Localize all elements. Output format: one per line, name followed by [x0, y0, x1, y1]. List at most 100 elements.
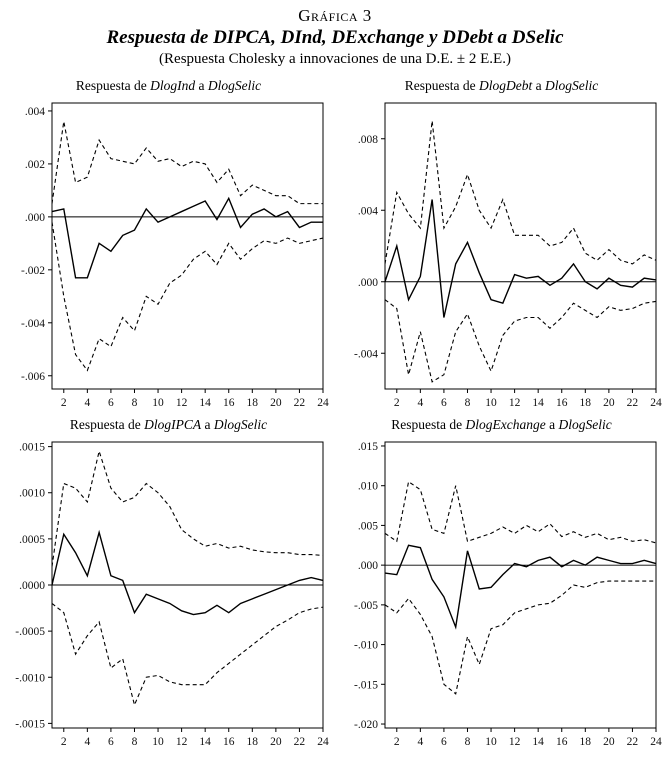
chart-title-prefix: Respuesta de [404, 78, 479, 93]
x-tick-label: 20 [603, 736, 615, 748]
y-tick-label: .0005 [19, 534, 45, 546]
x-tick-label: 10 [485, 397, 497, 409]
figure-header: Gráfica 3 Respuesta de DIPCA, DInd, DExc… [0, 0, 670, 68]
y-tick-label: -.0010 [15, 672, 45, 684]
x-tick-label: 2 [61, 397, 67, 409]
y-tick-label: .004 [25, 106, 45, 118]
upper-band-line [51, 121, 323, 205]
chart-title-var1: DlogExchange [465, 417, 546, 432]
chart-panel-dlogipca: Respuesta de DlogIPCA a DlogSelic .0015.… [6, 417, 331, 752]
x-tick-label: 16 [223, 397, 235, 409]
chart-title-mid: a [195, 78, 208, 93]
chart-title-prefix: Respuesta de [75, 78, 151, 93]
chart-title-var2: DlogSelic [207, 78, 262, 93]
x-tick-label: 6 [108, 397, 114, 409]
x-tick-label: 14 [532, 736, 544, 748]
y-tick-label: .010 [358, 481, 378, 493]
lower-band-line [51, 603, 324, 707]
chart-title-var2: DlogSelic [558, 417, 612, 432]
y-tick-label: -.015 [354, 679, 378, 691]
x-tick-label: 2 [394, 397, 400, 409]
upper-band-line [384, 120, 657, 265]
x-tick-label: 12 [176, 736, 188, 748]
x-tick-label: 14 [199, 397, 211, 409]
x-tick-label: 4 [84, 736, 90, 748]
x-tick-label: 14 [532, 397, 544, 409]
y-tick-label: -.010 [354, 640, 378, 652]
x-tick-label: 4 [417, 397, 423, 409]
x-tick-label: 20 [603, 397, 615, 409]
figure-subtitle: (Respuesta Cholesky a innovaciones de un… [159, 51, 511, 67]
lower-band-line [51, 222, 324, 372]
x-tick-label: 6 [441, 736, 447, 748]
x-tick-label: 4 [84, 397, 90, 409]
y-tick-label: .0010 [19, 488, 45, 500]
plot-border [384, 441, 657, 729]
charts-grid: Respuesta de DlogInd a DlogSelic .004 .00… [0, 68, 670, 752]
x-tick-label: 22 [294, 397, 306, 409]
x-tick-label: 10 [152, 736, 164, 748]
chart-title-mid: a [532, 78, 545, 93]
x-tick-label: 16 [223, 736, 235, 748]
chart-title-prefix: Respuesta de [69, 417, 145, 432]
x-tick-label: 22 [294, 736, 306, 748]
y-tick-label: -.020 [354, 719, 378, 731]
x-tick-label: 24 [317, 397, 329, 409]
x-tick-label: 22 [627, 736, 639, 748]
chart-title: Respuesta de DlogIPCA a DlogSelic [70, 417, 267, 433]
x-tick-label: 12 [509, 736, 521, 748]
lower-band-line [384, 299, 657, 383]
x-tick-label: 18 [580, 397, 592, 409]
chart-title: Respuesta de DlogDebt a DlogSelic [405, 78, 598, 94]
x-tick-label: 24 [650, 397, 662, 409]
y-tick-label: .002 [25, 159, 45, 171]
x-tick-label: 6 [441, 397, 447, 409]
y-tick-label: -.006 [21, 371, 45, 383]
x-tick-label: 10 [485, 736, 497, 748]
chart-title-var2: DlogSelic [544, 78, 599, 93]
chart-title-mid: a [545, 417, 559, 432]
chart-title-var1: DlogInd [150, 78, 196, 93]
x-tick-label: 18 [247, 397, 259, 409]
chart-panel-dlogind: Respuesta de DlogInd a DlogSelic .004 .00… [6, 78, 331, 413]
x-tick-label: 14 [199, 736, 211, 748]
y-tick-label: -.0015 [15, 718, 45, 730]
x-tick-label: 12 [509, 397, 521, 409]
x-tick-label: 2 [61, 736, 67, 748]
x-tick-label: 22 [627, 397, 639, 409]
x-tick-label: 12 [176, 397, 188, 409]
response-line [384, 199, 657, 318]
x-tick-label: 4 [417, 736, 423, 748]
y-tick-label: -.004 [354, 348, 378, 360]
y-tick-label: .008 [358, 134, 378, 146]
y-tick-label: -.005 [354, 600, 378, 612]
x-tick-label: 24 [650, 736, 662, 748]
y-tick-label: .015 [358, 441, 378, 453]
chart-title-var1: DlogDebt [478, 78, 533, 93]
x-tick-label: 16 [556, 397, 568, 409]
x-tick-label: 2 [394, 736, 400, 748]
response-line [51, 196, 323, 279]
chart-panel-dlogdebt: Respuesta de DlogDebt a DlogSelic .008 .0… [339, 78, 664, 413]
x-tick-label: 6 [108, 736, 114, 748]
plot-border [384, 102, 657, 390]
chart-title-var2: DlogSelic [213, 417, 268, 432]
x-tick-label: 18 [580, 736, 592, 748]
x-tick-label: 20 [270, 736, 282, 748]
x-tick-label: 8 [465, 397, 471, 409]
y-tick-label: .005 [358, 520, 378, 532]
y-tick-label: -.004 [21, 318, 45, 330]
x-tick-label: 8 [132, 736, 138, 748]
y-tick-label: -.0005 [15, 626, 45, 638]
y-tick-label: .004 [358, 205, 378, 217]
chart-title-mid: a [201, 417, 214, 432]
figure-number: Gráfica 3 [298, 6, 372, 25]
chart-title: Respuesta de DlogExchange a DlogSelic [391, 417, 611, 433]
response-line [51, 529, 324, 616]
upper-band-line [51, 449, 324, 567]
